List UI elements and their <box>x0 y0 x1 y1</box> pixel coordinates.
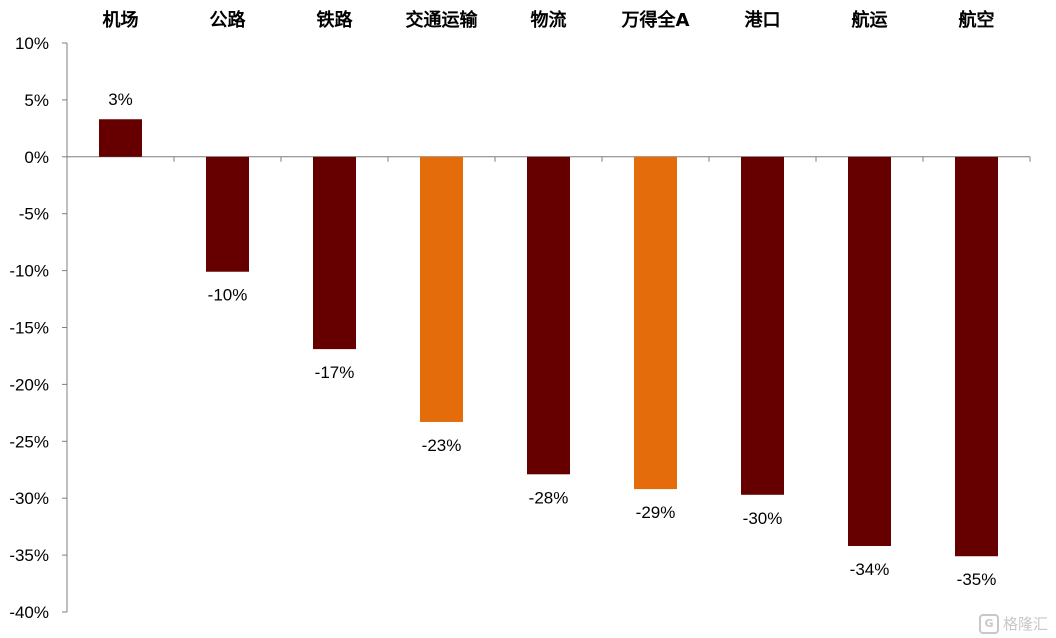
bar <box>634 156 677 490</box>
bar <box>420 156 463 422</box>
category-labels: 机场 公路 铁路 交通运输 物流 万得全A 港口 航运 航空 <box>103 9 995 31</box>
category-label: 航运 <box>852 9 888 31</box>
bar <box>99 119 142 157</box>
data-label: -35% <box>957 570 997 589</box>
category-label: 物流 <box>531 9 567 31</box>
bar <box>206 156 249 272</box>
y-tick-label: -40% <box>9 603 49 622</box>
bar <box>848 156 891 546</box>
bar <box>955 156 998 557</box>
data-label: -28% <box>529 488 569 507</box>
watermark-text: 格隆汇 <box>1002 615 1048 633</box>
y-tick-label: 10% <box>15 34 49 53</box>
category-label: 交通运输 <box>406 9 479 31</box>
data-label: 3% <box>108 90 133 109</box>
bar <box>527 156 570 475</box>
bars <box>99 119 998 557</box>
y-tick-label: -5% <box>19 205 49 224</box>
data-label: -10% <box>208 286 248 305</box>
category-label: 港口 <box>745 10 781 31</box>
category-label: 机场 <box>103 10 139 31</box>
data-label: -29% <box>636 503 676 522</box>
bar <box>313 156 356 350</box>
watermark: G 格隆汇 <box>978 613 1048 634</box>
category-label: 万得全A <box>621 9 690 31</box>
category-label: 航空 <box>959 9 995 31</box>
y-tick-label: 0% <box>24 148 49 167</box>
data-label: -17% <box>315 363 355 382</box>
y-tick-label: -30% <box>9 489 49 508</box>
data-label: -34% <box>850 560 890 579</box>
category-label: 铁路 <box>317 9 354 31</box>
y-tick-label: -25% <box>9 432 49 451</box>
y-tick-label: -10% <box>9 262 49 281</box>
y-tick-label: -35% <box>9 546 49 565</box>
data-label: -23% <box>422 436 462 455</box>
data-labels: 3% -10% -17% -23% -28% -29% -30% -34% -35% <box>108 90 996 589</box>
y-axis: 10% 5% 0% -5% -10% -15% -20% -25% -30% -35% -40% <box>9 34 68 622</box>
y-tick-label: 5% <box>24 91 49 110</box>
data-label: -30% <box>743 509 783 528</box>
category-label: 公路 <box>210 9 247 31</box>
y-tick-label: -15% <box>9 319 49 338</box>
watermark-logo-icon: G <box>978 613 999 634</box>
y-tick-label: -20% <box>9 375 49 394</box>
bar <box>741 156 784 495</box>
